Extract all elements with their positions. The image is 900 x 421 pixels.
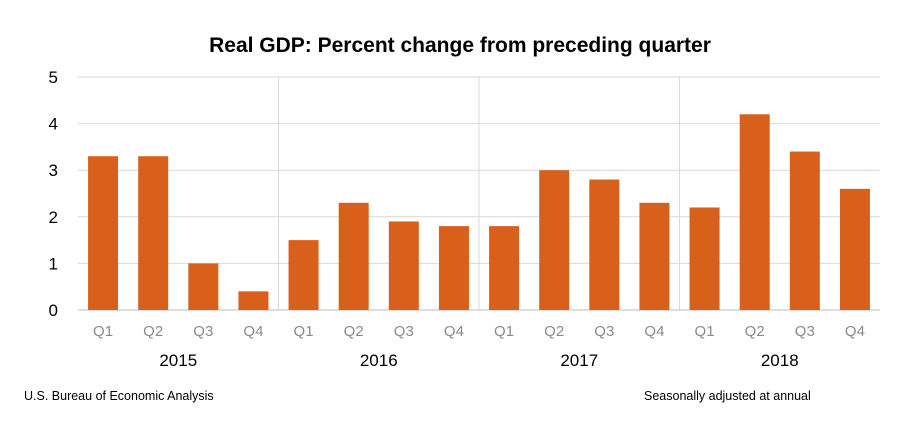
- y-tick-label: 2: [49, 208, 58, 227]
- bar: [639, 202, 670, 310]
- y-tick-label: 5: [49, 68, 58, 87]
- y-tick-label: 4: [49, 115, 58, 134]
- y-axis-ticks: 0 1 2 3 4 5: [49, 68, 58, 320]
- x-tick-label: Q1: [294, 323, 314, 340]
- x-tick-label: Q3: [193, 323, 213, 340]
- x-tick-label: Q4: [845, 323, 865, 340]
- bar: [839, 188, 870, 310]
- x-tick-label: Q2: [745, 323, 765, 340]
- x-axis-year-labels: 2015 2016 2017 2018: [159, 351, 798, 370]
- bar: [338, 202, 369, 310]
- bar: [789, 151, 820, 310]
- source-note: U.S. Bureau of Economic Analysis: [24, 389, 214, 403]
- bar: [88, 156, 119, 310]
- bar: [388, 221, 419, 310]
- chart-title: Real GDP: Percent change from preceding …: [209, 34, 711, 57]
- year-label: 2015: [159, 351, 197, 370]
- bar: [689, 207, 720, 310]
- y-tick-label: 1: [49, 254, 58, 273]
- y-tick-label: 0: [49, 301, 58, 320]
- x-axis-quarter-ticks: Q1 Q2 Q3 Q4 Q1 Q2 Q3 Q4 Q1 Q2 Q3 Q4 Q1 Q2 Q3 Q4: [93, 323, 865, 340]
- x-tick-label: Q3: [795, 323, 815, 340]
- year-label: 2018: [761, 351, 799, 370]
- bar: [539, 170, 570, 310]
- x-tick-label: Q2: [544, 323, 564, 340]
- seasonal-adjustment-note: Seasonally adjusted at annual: [644, 389, 811, 403]
- x-tick-label: Q2: [143, 323, 163, 340]
- x-tick-label: Q2: [344, 323, 364, 340]
- bar: [489, 226, 520, 310]
- x-tick-label: Q3: [394, 323, 414, 340]
- bar: [138, 156, 169, 310]
- bar: [589, 179, 620, 310]
- bar: [739, 114, 770, 310]
- x-tick-label: Q4: [644, 323, 664, 340]
- x-tick-label: Q3: [594, 323, 614, 340]
- x-tick-label: Q4: [444, 323, 464, 340]
- bar: [288, 240, 319, 310]
- bars: [88, 114, 870, 310]
- bar: [188, 263, 219, 310]
- bar: [238, 291, 269, 310]
- x-tick-label: Q1: [93, 323, 113, 340]
- x-tick-label: Q1: [494, 323, 514, 340]
- x-tick-label: Q1: [695, 323, 715, 340]
- bar: [438, 226, 469, 310]
- year-label: 2016: [360, 351, 398, 370]
- year-label: 2017: [560, 351, 598, 370]
- x-tick-label: Q4: [243, 323, 263, 340]
- y-tick-label: 3: [49, 161, 58, 180]
